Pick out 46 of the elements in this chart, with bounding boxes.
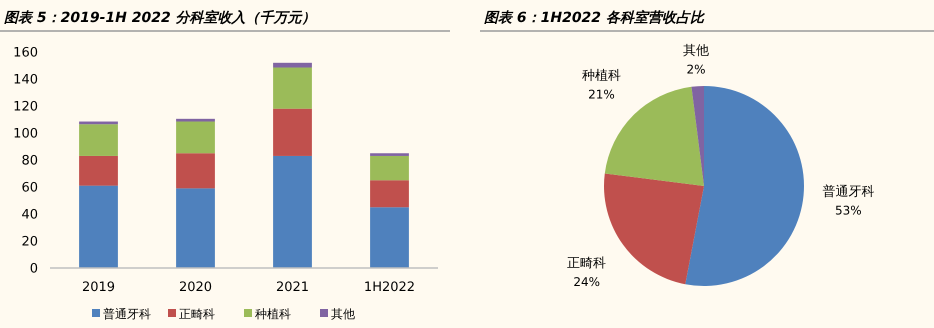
y-tick-label: 60 xyxy=(21,180,38,196)
chart-title: 图表 6：1H2022 各科室营收占比 xyxy=(484,9,706,26)
data-label: 24% xyxy=(573,275,600,290)
bar xyxy=(370,156,409,180)
pie-slice xyxy=(691,86,704,186)
y-tick-label: 120 xyxy=(13,100,38,114)
data-label: 2% xyxy=(686,62,706,76)
data-label: 53% xyxy=(835,204,862,218)
bar xyxy=(176,118,215,122)
bar xyxy=(370,180,409,208)
pie-slice xyxy=(604,173,704,284)
slice-label: 种植科 xyxy=(582,68,621,84)
x-tick-label: 2021 xyxy=(276,280,310,295)
legend-label: 种植科 xyxy=(255,307,291,321)
bar xyxy=(273,108,312,156)
pie-slice xyxy=(685,86,804,286)
y-tick-label: 20 xyxy=(21,234,38,250)
bar xyxy=(370,153,409,156)
y-tick-label: 140 xyxy=(13,72,38,88)
bar xyxy=(79,186,118,268)
y-tick-label: 80 xyxy=(21,154,38,168)
legend-label: 正畸科 xyxy=(179,307,215,321)
y-tick-label: 0 xyxy=(30,262,38,276)
bar xyxy=(176,188,215,268)
x-tick-label: 2020 xyxy=(178,280,212,295)
slice-label: 其他 xyxy=(682,43,709,58)
bar xyxy=(273,62,312,68)
chart-title: 图表 5：2019-1H 2022 分科室收入（千万元） xyxy=(4,9,316,26)
bar xyxy=(273,68,312,109)
bar xyxy=(176,153,215,188)
bar xyxy=(273,156,312,268)
legend-label: 普通牙科 xyxy=(103,307,151,321)
bar xyxy=(370,207,409,268)
bar xyxy=(176,122,215,154)
legend-label: 其他 xyxy=(331,307,355,321)
slice-label: 普通牙科 xyxy=(822,184,874,200)
slice-label: 正畸科 xyxy=(567,256,606,272)
bar xyxy=(79,124,118,156)
x-tick-label: 1H2022 xyxy=(364,280,416,295)
bar xyxy=(79,156,118,186)
data-label: 21% xyxy=(588,87,615,102)
x-tick-label: 2019 xyxy=(82,280,116,295)
bar xyxy=(79,122,118,124)
y-tick-label: 100 xyxy=(13,126,38,142)
y-tick-label: 160 xyxy=(13,46,38,60)
y-tick-label: 40 xyxy=(21,208,38,222)
